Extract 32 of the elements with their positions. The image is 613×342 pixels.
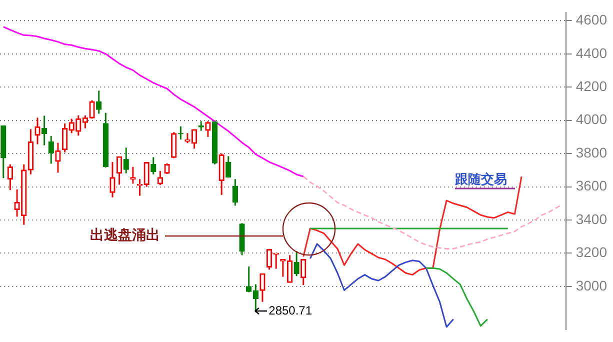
candlestick: [110, 161, 116, 198]
candlestick: [157, 170, 164, 186]
y-tick-label: 4600: [576, 12, 608, 28]
candlestick: [218, 152, 224, 196]
y-tick-label: 3000: [576, 277, 608, 294]
candlestick: [164, 162, 170, 175]
candlestick: [300, 258, 306, 286]
candlestick: [14, 188, 20, 218]
candlestick: [150, 156, 156, 176]
y-tick-label: 3400: [576, 210, 608, 227]
y-tick-label: 3600: [576, 178, 608, 194]
y-tick-label: 3200: [576, 244, 608, 260]
candlestick: [41, 114, 48, 146]
y-tick-label: 4000: [576, 111, 608, 128]
candlestick: [205, 120, 211, 138]
candlestick: [226, 155, 232, 178]
annotation: 2850.71: [268, 304, 312, 318]
candlestick: [34, 116, 40, 146]
candlestick: [96, 90, 102, 114]
candlestick: [123, 146, 129, 174]
candlestick: [7, 164, 14, 191]
candlestick: [232, 178, 238, 206]
candlestick: [260, 272, 266, 303]
y-tick-label: 3800: [576, 144, 608, 160]
candlestick: [294, 250, 300, 277]
candlestick: [55, 142, 61, 174]
y-tick-label: 4400: [576, 44, 608, 61]
y-tick-label: 4200: [576, 78, 608, 94]
candlestick: [48, 135, 54, 164]
candlestick: [116, 156, 122, 186]
annotation: 出逃盘涌出: [90, 228, 160, 244]
annotation: 跟随交易: [454, 171, 507, 188]
